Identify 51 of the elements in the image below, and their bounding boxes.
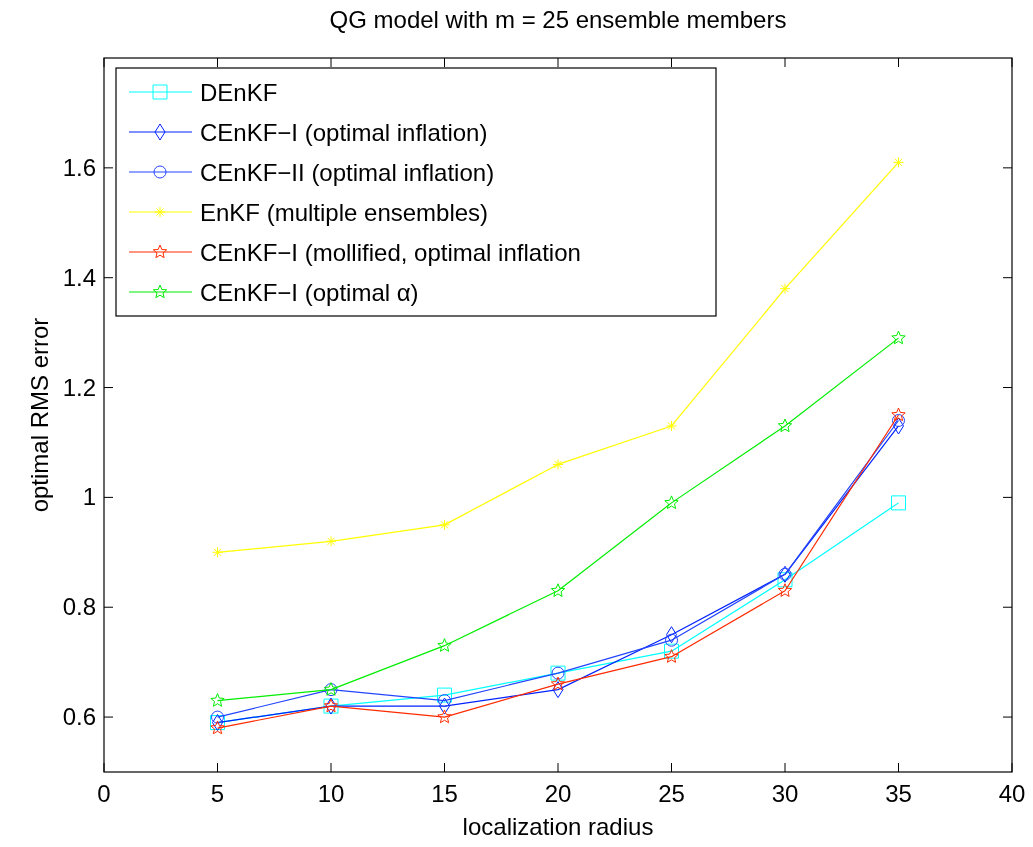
point: [550, 583, 566, 597]
point: [891, 495, 906, 511]
legend-label: DEnKF: [200, 79, 278, 106]
x-tick-label: 40: [998, 780, 1026, 807]
legend-label: CEnKF−I (optimal α): [200, 279, 419, 306]
legend-label: CEnKF−I (optimal inflation): [200, 119, 488, 146]
point: [439, 519, 450, 531]
point: [777, 572, 793, 588]
point: [666, 420, 677, 432]
y-tick-label: 0.6: [62, 703, 96, 731]
point: [891, 407, 906, 422]
x-tick-label: 5: [210, 780, 225, 807]
x-tick-label: 25: [658, 780, 685, 807]
x-tick-label: 0: [97, 780, 111, 807]
point: [550, 676, 566, 691]
y-tick-label: 1: [82, 483, 96, 511]
point: [212, 546, 223, 558]
y-tick-label: 1.4: [62, 263, 96, 291]
point: [437, 638, 452, 652]
point: [892, 414, 905, 427]
x-tick-label: 15: [431, 780, 458, 807]
point: [552, 458, 564, 470]
x-axis-title: localization radius: [462, 813, 654, 840]
point: [437, 687, 452, 703]
point: [664, 649, 679, 663]
point: [777, 418, 793, 433]
y-axis-title: optimal RMS error: [26, 317, 53, 513]
point: [211, 710, 224, 724]
point: [437, 709, 452, 724]
legend-label: CEnKF−I (mollified, optimal inflation: [200, 239, 581, 266]
point: [777, 583, 793, 597]
point: [325, 535, 337, 547]
y-tick-label: 1.2: [62, 373, 96, 401]
y-tick-label: 1.6: [62, 153, 96, 181]
x-tick-label: 30: [771, 780, 799, 807]
x-tick-label: 10: [317, 780, 345, 807]
point: [779, 283, 791, 295]
point: [664, 495, 679, 510]
y-tick-label: 0.8: [62, 593, 96, 621]
x-tick-label: 20: [544, 780, 572, 807]
chart-title: QG model with m = 25 ensemble members: [329, 6, 787, 33]
legend-label: CEnKF−II (optimal inflation): [200, 159, 495, 186]
legend-label: EnKF (multiple ensembles): [200, 199, 489, 226]
point: [891, 330, 906, 345]
point: [438, 694, 451, 708]
point: [664, 643, 679, 659]
point: [210, 720, 225, 735]
point: [665, 633, 678, 647]
point: [893, 156, 904, 168]
point: [210, 693, 225, 707]
x-tick-label: 35: [885, 780, 912, 807]
